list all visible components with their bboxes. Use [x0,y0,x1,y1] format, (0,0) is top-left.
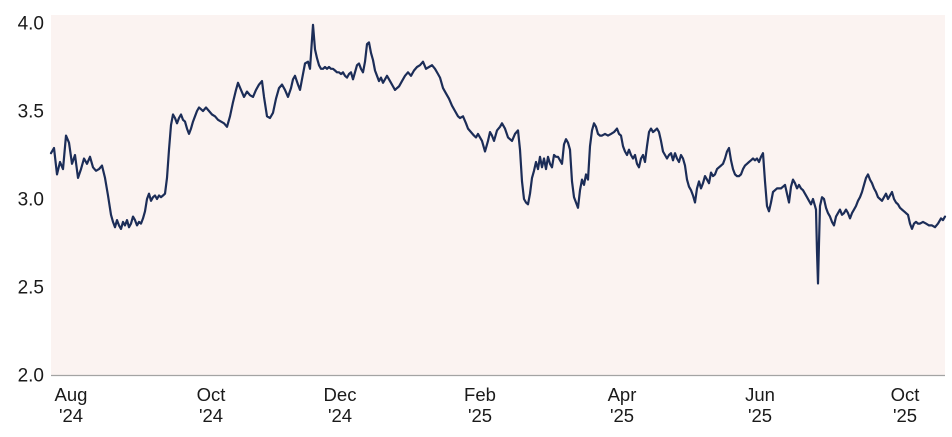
x-tick-month-label: Aug [55,384,88,405]
x-tick-year-label: '25 [468,405,492,426]
x-tick-month-label: Jun [745,384,775,405]
y-tick-label: 3.0 [18,190,44,211]
x-tick-year-label: '24 [199,405,223,426]
x-tick-year-label: '24 [59,405,83,426]
series-line [49,23,947,285]
x-tick-month-label: Dec [324,384,357,405]
x-tick-month-label: Oct [891,384,920,405]
x-tick-month-label: Apr [608,384,637,405]
y-tick-label: 2.0 [18,366,44,387]
y-axis-labels: 4.0 3.5 3.0 2.5 2.0 [18,14,44,387]
x-tick-year-label: '25 [610,405,634,426]
x-axis-labels: Aug'24Oct'24Dec'24Feb'25Apr'25Jun'25Oct'… [55,384,920,426]
plot-area [51,15,945,375]
x-tick-year-label: '25 [893,405,917,426]
y-tick-label: 2.5 [18,278,44,299]
x-tick-year-label: '24 [328,405,352,426]
y-tick-label: 3.5 [18,102,44,123]
x-tick-month-label: Oct [197,384,226,405]
x-tick-year-label: '25 [748,405,772,426]
x-tick-month-label: Feb [464,384,496,405]
y-tick-label: 4.0 [18,14,44,35]
